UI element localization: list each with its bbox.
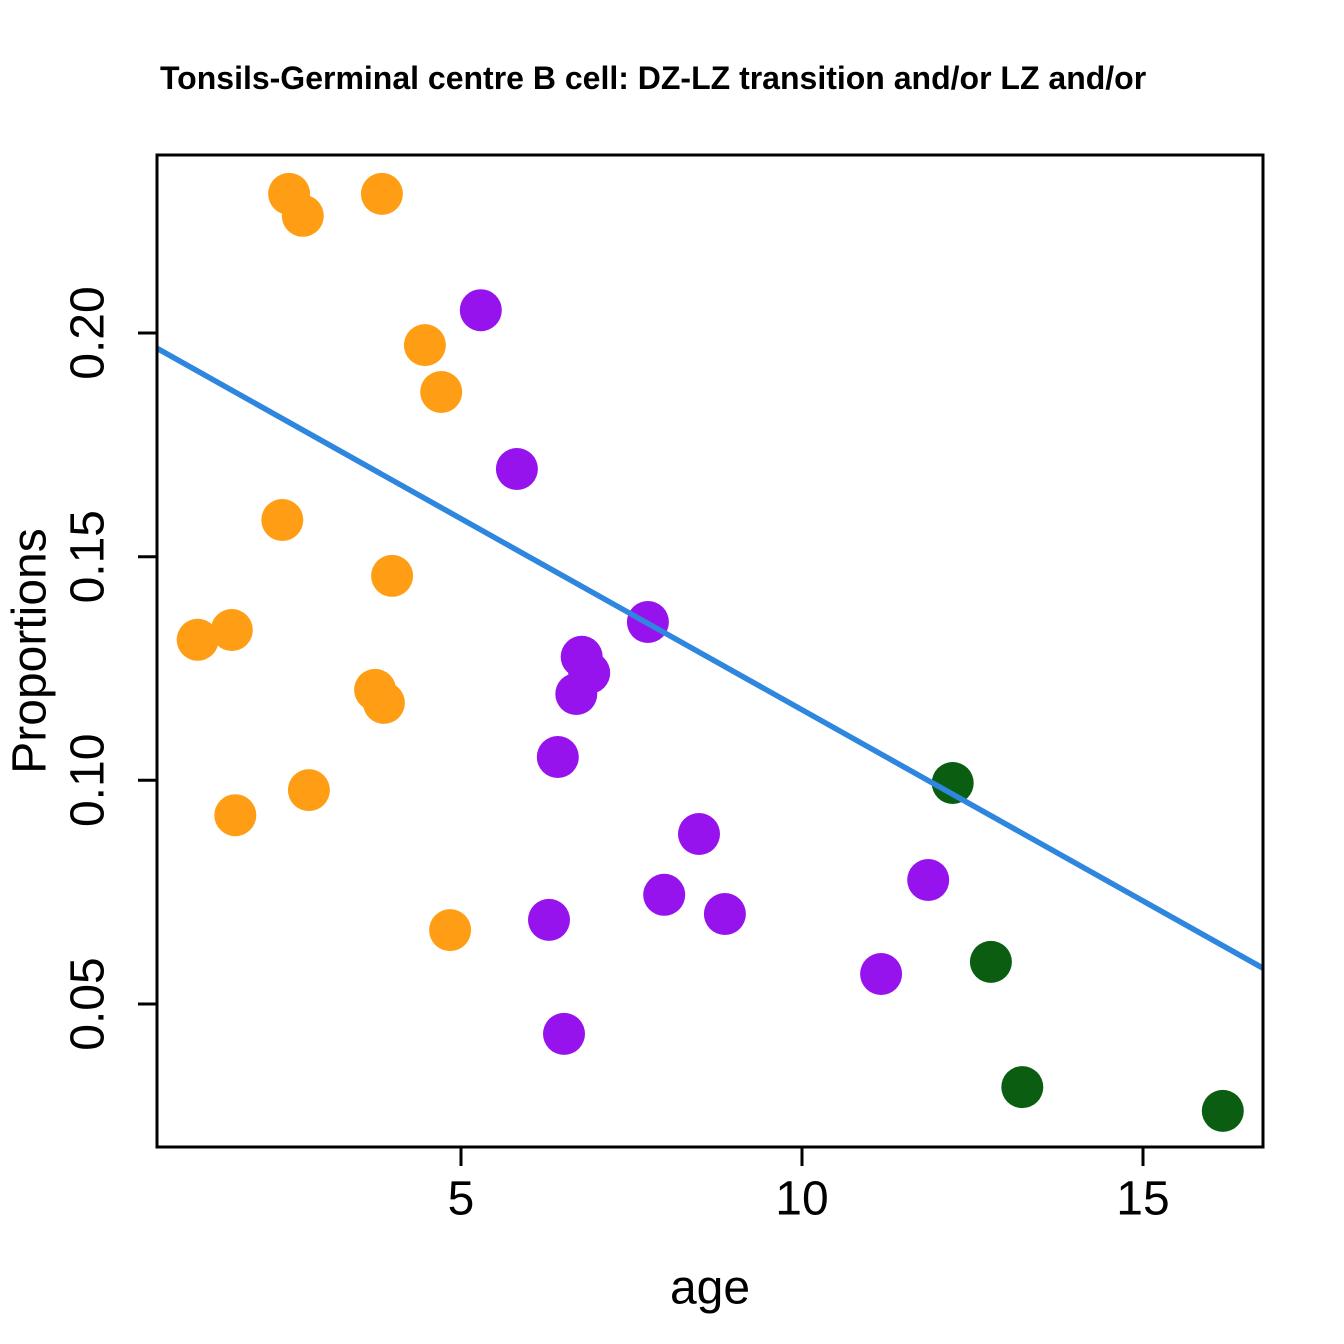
data-point-purple-group [543, 1012, 585, 1055]
data-point-purple-group [678, 813, 720, 855]
data-point-orange-group [403, 324, 446, 367]
data-point-orange-group [176, 618, 219, 661]
data-point-purple-group [459, 289, 502, 332]
y-tick-label: 0.05 [62, 957, 115, 1050]
y-tick-label: 0.10 [62, 734, 115, 827]
data-point-orange-group [287, 769, 330, 812]
data-point-purple-group [643, 873, 686, 916]
data-point-orange-group [420, 371, 463, 413]
y-tick-label: 0.15 [62, 510, 115, 603]
x-axis-label: age [670, 1262, 750, 1315]
data-point-darkgreen-group [1201, 1089, 1244, 1132]
x-tick-label: 15 [1116, 1173, 1169, 1226]
data-point-purple-group [860, 953, 903, 995]
y-tick-label: 0.20 [62, 286, 115, 379]
data-point-orange-group [261, 499, 304, 541]
data-point-purple-group [703, 893, 746, 935]
data-point-darkgreen-group [969, 940, 1012, 983]
trend-line [155, 345, 1265, 971]
data-point-purple-group [536, 736, 579, 778]
data-point-purple-group [495, 448, 538, 490]
x-tick-label: 10 [775, 1173, 828, 1226]
plot-border [155, 153, 1265, 1149]
x-tick-label: 5 [448, 1173, 475, 1226]
y-axis-label: Proportions [4, 528, 57, 773]
chart-title: Tonsils-Germinal centre B cell: DZ-LZ tr… [160, 62, 1147, 94]
data-point-orange-group [281, 194, 324, 237]
data-point-orange-group [210, 609, 253, 651]
data-point-orange-group [371, 554, 414, 597]
data-point-purple-group [555, 673, 598, 715]
data-point-orange-group [429, 909, 472, 952]
data-point-purple-group [907, 859, 950, 901]
data-point-orange-group [360, 172, 403, 215]
data-point-darkgreen-group [1001, 1066, 1044, 1109]
data-point-darkgreen-group [931, 762, 974, 804]
data-point-orange-group [362, 681, 405, 724]
data-point-purple-group [528, 898, 570, 941]
data-point-orange-group [214, 794, 257, 837]
